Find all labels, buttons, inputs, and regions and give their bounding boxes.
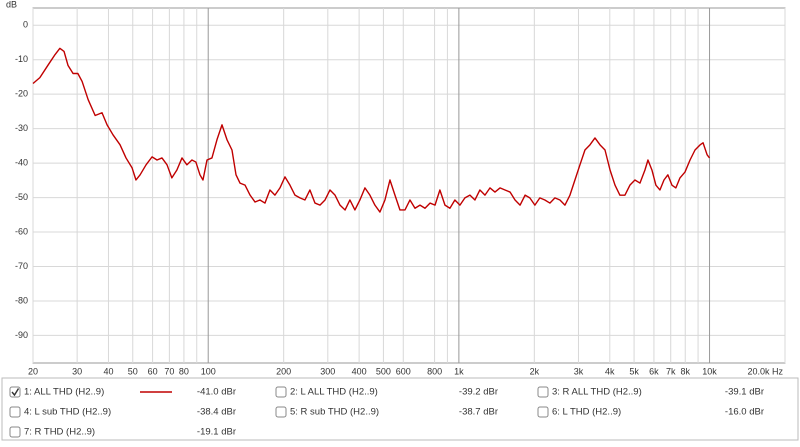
x-tick-label: 5k — [629, 366, 639, 376]
x-tick-label: 800 — [427, 366, 442, 376]
series-line — [32, 47, 711, 213]
trace-label[interactable]: 4: L sub THD (H2..9) — [24, 407, 111, 418]
y-tick-label: -80 — [15, 295, 28, 305]
y-tick-label: -50 — [15, 192, 28, 202]
y-tick-label: -30 — [15, 123, 28, 133]
y-tick-label: -60 — [15, 226, 28, 236]
trace-value: -38.7 dBr — [459, 407, 498, 418]
trace-label[interactable]: 5: R sub THD (H2..9) — [290, 407, 379, 418]
x-tick-label: 300 — [320, 366, 335, 376]
x-tick-label: 1k — [454, 366, 464, 376]
x-tick-label: 20.0k Hz — [747, 366, 783, 376]
trace-value: -16.0 dBr — [725, 407, 764, 418]
y-tick-label: -40 — [15, 157, 28, 167]
trace-label[interactable]: 6: L THD (H2..9) — [552, 407, 621, 418]
x-tick-label: 400 — [352, 366, 367, 376]
trace-label[interactable]: 7: R THD (H2..9) — [24, 427, 95, 438]
x-tick-label: 30 — [72, 366, 82, 376]
x-tick-label: 200 — [276, 366, 291, 376]
y-tick-label: -10 — [15, 54, 28, 64]
legend-panel — [1, 377, 799, 441]
checkbox[interactable] — [275, 406, 287, 418]
x-tick-label: 50 — [128, 366, 138, 376]
trace-label[interactable]: 2: L ALL THD (H2..9) — [290, 387, 378, 398]
x-tick-label: 10k — [702, 366, 717, 376]
checkbox[interactable] — [537, 406, 549, 418]
x-tick-label: 500 — [376, 366, 391, 376]
trace-value: -41.0 dBr — [197, 387, 236, 398]
checkmark — [11, 388, 20, 397]
x-tick-label: 4k — [605, 366, 615, 376]
x-tick-label: 70 — [164, 366, 174, 376]
plot-area — [32, 7, 786, 364]
trace-label[interactable]: 1: ALL THD (H2..9) — [24, 387, 104, 398]
x-tick-label: 80 — [179, 366, 189, 376]
x-tick-label: 6k — [649, 366, 659, 376]
x-tick-label: 20 — [28, 366, 38, 376]
x-tick-label: 40 — [103, 366, 113, 376]
trace-value: -39.1 dBr — [725, 387, 764, 398]
x-tick-label: 2k — [530, 366, 540, 376]
trace-label[interactable]: 3: R ALL THD (H2..9) — [552, 387, 642, 398]
x-tick-label: 60 — [148, 366, 158, 376]
x-tick-label: 600 — [396, 366, 411, 376]
x-tick-label: 3k — [574, 366, 584, 376]
x-tick-label: 100 — [201, 366, 216, 376]
y-tick-label: -70 — [15, 261, 28, 271]
trace-value: -39.2 dBr — [459, 387, 498, 398]
trace-value: -19.1 dBr — [197, 427, 236, 438]
checkbox[interactable] — [9, 406, 21, 418]
y-axis-label: dB — [6, 0, 17, 9]
x-tick-label: 8k — [680, 366, 690, 376]
checkbox[interactable] — [275, 386, 287, 398]
checkbox[interactable] — [9, 426, 21, 438]
y-tick-label: 0 — [23, 20, 28, 30]
y-tick-label: -90 — [15, 330, 28, 340]
y-tick-label: -20 — [15, 89, 28, 99]
x-tick-label: 7k — [666, 366, 676, 376]
checkbox[interactable] — [537, 386, 549, 398]
trace-value: -38.4 dBr — [197, 407, 236, 418]
